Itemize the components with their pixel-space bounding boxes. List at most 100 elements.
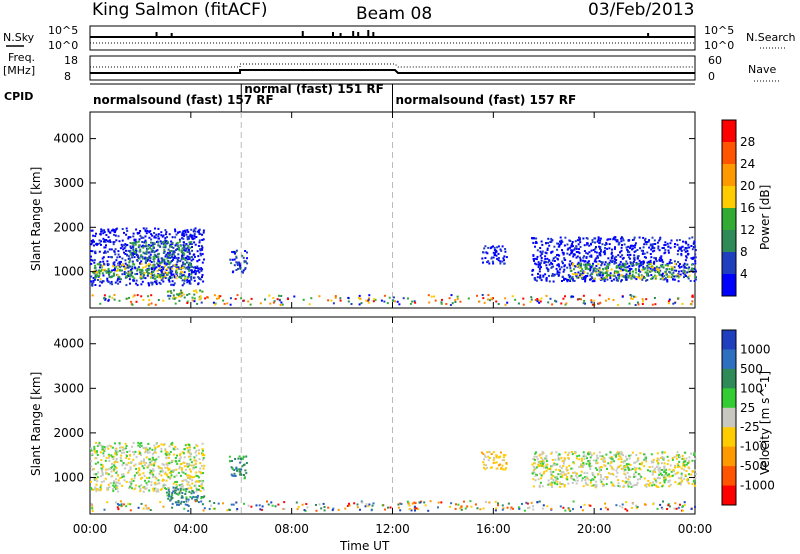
velocity-layer-pixel <box>160 443 163 446</box>
power-layer-pixel <box>146 257 149 259</box>
power-layer-ground-pixel <box>178 299 181 302</box>
velocity-layer-pixel <box>194 459 197 462</box>
power-layer-pixel <box>157 258 160 261</box>
power-layer-pixel <box>504 250 507 253</box>
velocity-layer-pixel <box>171 469 174 472</box>
velocity-layer-pixel <box>583 472 586 474</box>
power-layer-pixel <box>535 241 538 244</box>
velocity-layer-ground-pixel <box>384 508 386 511</box>
velocity-layer-pixel <box>174 489 177 492</box>
power-layer-pixel <box>136 259 139 262</box>
velocity-layer-pixel <box>587 451 590 454</box>
power-layer-pixel <box>124 243 127 246</box>
velocity-layer-pixel <box>244 469 247 472</box>
velocity-layer-ground-pixel <box>509 508 512 511</box>
freq-label: Freq. <box>8 51 35 64</box>
velocity-layer-pixel <box>143 458 145 461</box>
velocity-layer-pixel <box>164 466 167 469</box>
power-layer-pixel <box>649 259 652 262</box>
velocity-layer-pixel <box>135 456 138 458</box>
power-layer-pixel <box>240 270 243 273</box>
power-layer-pixel <box>186 261 189 264</box>
power-layer-pixel <box>153 232 156 234</box>
velocity-layer-pixel <box>693 477 696 480</box>
power-layer-pixel <box>571 251 573 254</box>
velocity-layer-pixel <box>202 452 204 455</box>
power-layer-ground-pixel <box>173 297 176 300</box>
power-layer-pixel <box>181 279 184 282</box>
velocity-layer-pixel <box>239 461 242 464</box>
velocity-layer-pixel <box>113 480 116 483</box>
power-layer-pixel <box>168 233 171 236</box>
freq-panel <box>89 55 696 81</box>
power-layer-pixel <box>649 253 652 255</box>
velocity-layer-pixel <box>173 453 176 456</box>
velocity-layer-pixel <box>189 496 192 498</box>
power-layer-ground-pixel <box>132 295 135 298</box>
velocity-layer-pixel <box>187 498 190 501</box>
velocity-layer-pixel <box>674 481 677 484</box>
velocity-layer-ground-pixel <box>175 501 178 504</box>
velocity-layer-pixel <box>101 464 104 467</box>
power-layer-pixel <box>552 265 555 268</box>
power-layer-pixel <box>118 262 121 265</box>
power-layer-pixel <box>120 260 122 263</box>
power-layer-pixel <box>634 244 637 247</box>
power-layer-pixel <box>124 276 127 279</box>
velocity-layer-pixel <box>167 476 170 479</box>
power-layer-pixel <box>629 247 632 249</box>
power-layer-pixel <box>129 250 132 253</box>
velocity-layer-pixel <box>137 441 140 444</box>
velocity-layer-pixel <box>114 484 117 487</box>
velocity-layer-pixel <box>558 469 561 472</box>
velocity-layer-pixel <box>564 451 567 454</box>
power-layer-pixel <box>608 274 611 277</box>
velocity-yticks-label-3: 1000 <box>53 470 84 484</box>
power-layer-pixel <box>593 280 596 283</box>
velocity-layer-pixel <box>201 487 204 489</box>
power-layer-pixel <box>233 264 236 267</box>
velocity-layer-pixel <box>203 495 206 498</box>
power-layer-pixel <box>640 274 643 277</box>
velocity-layer-pixel <box>130 487 133 490</box>
power-layer-pixel <box>104 240 107 243</box>
velocity-layer-pixel <box>134 463 137 466</box>
power-layer-pixel <box>569 280 572 282</box>
power-layer-pixel <box>175 265 178 268</box>
velocity-layer-pixel <box>186 480 188 483</box>
power-layer-pixel <box>564 259 567 261</box>
velocity-layer-pixel <box>242 464 245 466</box>
velocity-layer-pixel <box>656 461 659 464</box>
velocity-layer-pixel <box>643 465 646 468</box>
velocity-layer-pixel <box>142 460 145 462</box>
power-layer-pixel <box>579 241 582 244</box>
power-layer-pixel <box>532 254 535 257</box>
velocity-layer-pixel <box>682 464 685 467</box>
power-layer-pixel <box>539 247 542 249</box>
power-layer-pixel <box>693 280 696 282</box>
power-layer-region-3 <box>166 289 204 300</box>
power-layer-pixel <box>558 265 561 268</box>
power-layer-pixel <box>540 259 543 262</box>
power-layer-pixel <box>151 274 154 277</box>
power-layer-pixel <box>497 259 500 262</box>
power-layer-pixel <box>182 237 185 240</box>
power-layer-pixel <box>196 267 199 270</box>
power-layer-pixel <box>550 251 553 254</box>
power-layer-pixel <box>153 267 156 270</box>
velocity-layer-pixel <box>582 464 585 467</box>
velocity-layer-pixel <box>147 480 150 483</box>
power-layer-ground-pixel <box>430 295 433 298</box>
velocity-layer-ground-pixel <box>106 501 109 504</box>
power-layer-pixel <box>192 253 195 256</box>
power-layer-ground-pixel <box>440 301 443 304</box>
power-layer-ground-pixel <box>593 299 595 302</box>
power-layer-pixel <box>606 269 609 272</box>
power-layer-pixel <box>598 270 601 273</box>
power-layer-pixel <box>564 277 567 280</box>
velocity-layer-pixel <box>694 476 697 479</box>
power-layer-pixel <box>110 248 113 251</box>
power-layer-pixel <box>665 268 668 271</box>
velocity-layer-pixel <box>582 462 585 464</box>
power-layer-pixel <box>157 235 160 238</box>
